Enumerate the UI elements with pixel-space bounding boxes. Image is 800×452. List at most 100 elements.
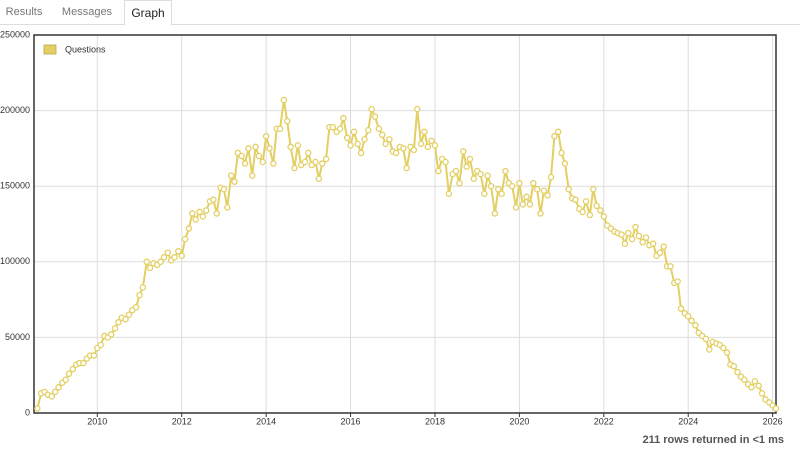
point	[69, 365, 77, 373]
point	[649, 240, 657, 247]
point	[772, 405, 780, 412]
point	[413, 105, 421, 113]
point	[210, 196, 217, 204]
point	[220, 185, 228, 193]
point	[558, 149, 565, 157]
point	[336, 125, 344, 132]
point	[238, 152, 245, 160]
point	[382, 140, 389, 148]
point	[403, 164, 410, 172]
point	[463, 163, 470, 170]
point	[125, 311, 133, 318]
point	[674, 278, 681, 285]
point	[143, 258, 150, 266]
plot-area	[34, 35, 776, 413]
y-tick-label: 0	[25, 407, 30, 417]
point	[481, 190, 488, 198]
x-tick-label: 2010	[87, 416, 107, 426]
point	[62, 376, 69, 383]
y-tick-label: 200000	[0, 105, 30, 115]
point	[692, 322, 699, 329]
point	[34, 405, 41, 412]
point	[702, 335, 710, 343]
point	[340, 114, 347, 122]
point	[495, 185, 502, 193]
point	[164, 249, 172, 256]
point	[470, 175, 478, 182]
point	[723, 349, 731, 356]
point	[192, 216, 199, 223]
point	[157, 258, 164, 266]
point	[196, 208, 203, 216]
point	[639, 238, 646, 246]
point	[368, 105, 375, 113]
point	[730, 362, 738, 370]
point	[582, 198, 590, 205]
point	[245, 145, 252, 152]
point	[621, 240, 629, 247]
point	[252, 143, 259, 151]
point	[319, 160, 326, 167]
point	[477, 170, 484, 178]
point	[361, 136, 368, 143]
tab[interactable]: Results	[5, 6, 43, 18]
point	[719, 344, 727, 352]
point	[530, 179, 537, 187]
point	[466, 155, 474, 163]
point	[371, 113, 379, 120]
point	[227, 172, 235, 179]
point	[688, 317, 695, 325]
y-tick-label: 100000	[0, 256, 30, 266]
point	[350, 128, 358, 136]
point	[741, 376, 748, 383]
tab-active[interactable]: Graph	[124, 0, 172, 26]
x-tick-label: 2014	[256, 416, 276, 426]
point	[111, 325, 119, 332]
point	[635, 232, 643, 240]
point	[758, 390, 766, 397]
point	[554, 128, 562, 136]
point	[276, 125, 284, 132]
point	[202, 207, 210, 214]
point	[283, 117, 291, 125]
point	[628, 235, 636, 243]
point	[51, 388, 59, 396]
point	[80, 359, 87, 367]
point	[171, 254, 178, 261]
point	[565, 185, 573, 193]
chart: 0 50000 100000 150000 200000 250000 2010 2012 20…	[0, 29, 783, 426]
point	[199, 213, 207, 220]
status-text: 211 rows returned in <1 ms	[642, 434, 784, 446]
point	[421, 128, 428, 136]
point	[410, 146, 418, 154]
point	[365, 127, 372, 134]
tab[interactable]: Messages	[61, 6, 113, 18]
x-tick-label: 2020	[509, 416, 529, 426]
point	[115, 319, 122, 326]
point	[502, 167, 509, 175]
point	[593, 202, 600, 210]
point	[424, 143, 432, 151]
point	[734, 368, 741, 376]
point	[315, 175, 323, 182]
point	[456, 179, 463, 187]
point	[677, 305, 685, 312]
point	[445, 190, 453, 198]
point	[287, 143, 294, 151]
point	[378, 131, 386, 139]
point	[305, 149, 312, 157]
x-tick-label: 2018	[425, 416, 445, 426]
point	[107, 331, 115, 338]
x-tick-label: 2026	[763, 416, 783, 426]
point	[386, 136, 393, 143]
point	[90, 352, 98, 359]
x-tick-label: 2012	[172, 416, 192, 426]
point	[322, 155, 330, 163]
point	[55, 384, 62, 391]
point	[417, 140, 425, 148]
point	[459, 148, 467, 155]
point	[755, 382, 762, 390]
point	[48, 393, 55, 400]
point	[516, 179, 523, 187]
point	[294, 142, 302, 149]
